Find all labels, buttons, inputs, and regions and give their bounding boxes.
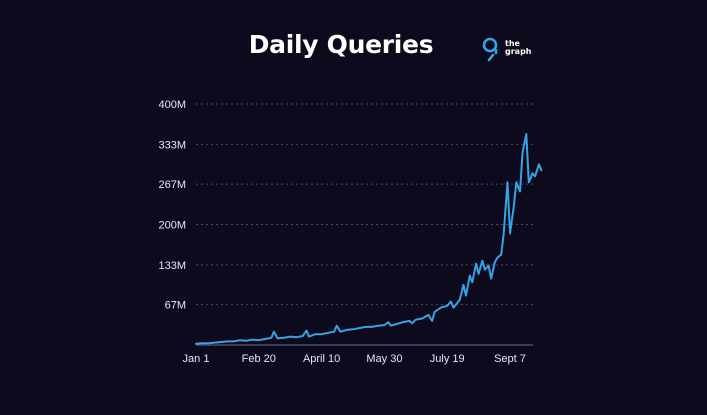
brand-name: the graph [505, 40, 532, 56]
x-tick-label: Feb 20 [242, 353, 276, 365]
y-tick-label: 200M [158, 220, 186, 232]
x-tick-label: Sept 7 [494, 353, 526, 365]
x-tick-label: May 30 [366, 353, 402, 365]
brand-name-line1: the [505, 39, 520, 48]
x-axis-ticks: Jan 1 Feb 20 April 10 May 30 July 19 Sept 7 [183, 353, 526, 365]
y-tick-label: 133M [158, 260, 186, 272]
y-axis-ticks: 400M 333M 267M 200M 133M 67M [158, 99, 186, 312]
y-tick-label: 67M [165, 300, 186, 312]
y-tick-label: 267M [158, 179, 186, 191]
chart-title: Daily Queries [248, 30, 434, 59]
series-layer [195, 133, 543, 345]
grid-layer [196, 103, 533, 346]
x-tick-label: July 19 [430, 353, 465, 365]
y-tick-label: 400M [158, 99, 186, 111]
brand-name-line2: graph [505, 47, 532, 56]
the-graph-logo-icon [482, 37, 498, 62]
y-tick-label: 333M [158, 139, 186, 151]
x-tick-label: April 10 [303, 353, 340, 365]
x-tick-label: Jan 1 [183, 353, 210, 365]
series-line [195, 133, 543, 345]
